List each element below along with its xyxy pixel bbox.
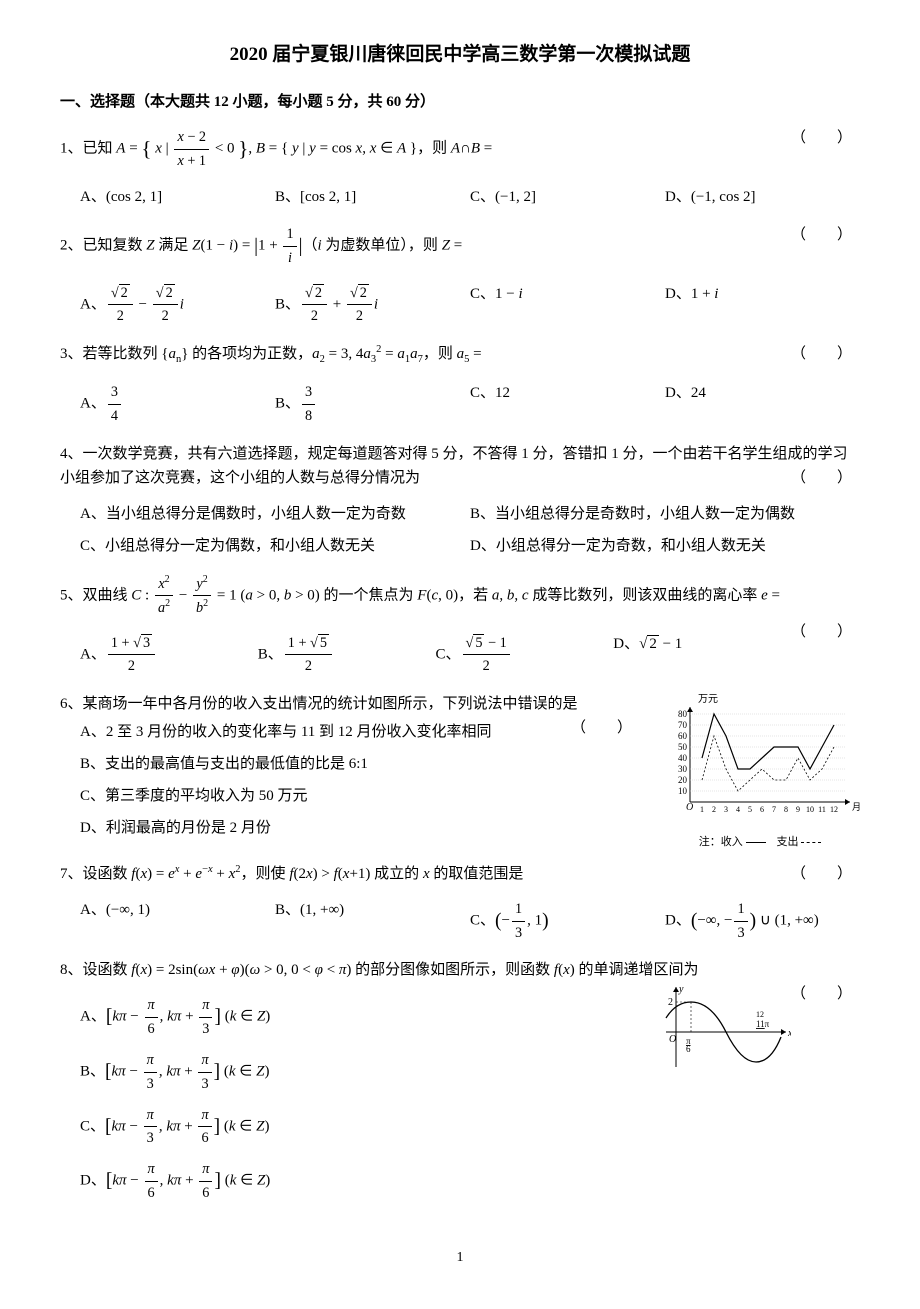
svg-text:70: 70 bbox=[678, 720, 688, 730]
q6-chart: 万元 1020 3040 5060 7080 123 456 789 10 bbox=[660, 692, 860, 852]
question-1: 1、已知 A = { x | x − 2x + 1 < 0 }, B = { y… bbox=[60, 126, 860, 213]
q4-option-b: B、当小组总得分是奇数时，小组人数一定为偶数 bbox=[470, 498, 860, 530]
q4-option-a: A、当小组总得分是偶数时，小组人数一定为奇数 bbox=[80, 498, 470, 530]
q2-option-b: B、√22 + √22i bbox=[275, 278, 470, 333]
section-header: 一、选择题（本大题共 12 小题，每小题 5 分，共 60 分） bbox=[60, 90, 860, 114]
q1-text: 1、已知 A = { x | x − 2x + 1 < 0 }, B = { y… bbox=[60, 126, 860, 173]
q2-option-d: D、1 + i bbox=[665, 278, 860, 333]
svg-text:O: O bbox=[669, 1034, 676, 1045]
question-2: 2、已知复数 Z 满足 Z(1 − i) = |1 + 1i|（i 为虚数单位）… bbox=[60, 223, 860, 332]
q5-option-b: B、1 + √52 bbox=[258, 628, 436, 683]
svg-text:60: 60 bbox=[678, 731, 688, 741]
question-8: 8、设函数 f(x) = 2sin(ωx + φ)(ω > 0, 0 < φ <… bbox=[60, 958, 860, 1216]
q8-text: 8、设函数 f(x) = 2sin(ωx + φ)(ω > 0, 0 < φ <… bbox=[60, 958, 860, 982]
q1-option-a: A、(cos 2, 1] bbox=[80, 181, 275, 213]
page-number: 1 bbox=[60, 1247, 860, 1269]
q1-option-d: D、(−1, cos 2] bbox=[665, 181, 860, 213]
q5-text: 5、双曲线 C : x2a2 − y2b2 = 1 (a > 0, b > 0)… bbox=[60, 572, 860, 620]
q8-chart: x y O 2 π 6 11π 12 bbox=[661, 982, 791, 1080]
svg-text:10: 10 bbox=[806, 805, 814, 814]
svg-text:O: O bbox=[686, 802, 693, 813]
chart-ylabel: 万元 bbox=[698, 694, 718, 705]
page-title: 2020 届宁夏银川唐徕回民中学高三数学第一次模拟试题 bbox=[60, 40, 860, 70]
chart-legend: 注：收入 支出 bbox=[660, 834, 860, 852]
svg-text:11π: 11π bbox=[756, 1019, 770, 1029]
svg-text:6: 6 bbox=[686, 1044, 691, 1054]
q3-option-a: A、34 bbox=[80, 377, 275, 432]
q1-option-c: C、(−1, 2] bbox=[470, 181, 665, 213]
q8-option-b: B、[kπ − π3, kπ + π3] (k ∈ Z) bbox=[80, 1045, 651, 1100]
q1-option-b: B、[cos 2, 1] bbox=[275, 181, 470, 213]
svg-text:80: 80 bbox=[678, 709, 688, 719]
question-6: 万元 1020 3040 5060 7080 123 456 789 10 bbox=[60, 692, 860, 852]
q7-text: 7、设函数 f(x) = ex + e−x + x2，则使 f(2x) > f(… bbox=[60, 862, 860, 886]
q8-option-a: A、[kπ − π6, kπ + π3] (k ∈ Z) bbox=[80, 990, 651, 1045]
q7-option-b: B、(1, +∞) bbox=[275, 894, 470, 949]
svg-text:10: 10 bbox=[678, 786, 688, 796]
q7-option-c: C、(−13, 1) bbox=[470, 894, 665, 949]
svg-text:40: 40 bbox=[678, 753, 688, 763]
svg-text:8: 8 bbox=[784, 805, 788, 814]
svg-text:1: 1 bbox=[700, 805, 704, 814]
svg-text:2: 2 bbox=[712, 805, 716, 814]
svg-text:2: 2 bbox=[668, 997, 673, 1008]
q5-option-d: D、√2 − 1 bbox=[613, 628, 791, 683]
svg-text:y: y bbox=[678, 984, 684, 995]
svg-text:6: 6 bbox=[760, 805, 764, 814]
svg-text:月: 月 bbox=[852, 802, 860, 812]
q5-option-c: C、√5 − 12 bbox=[436, 628, 614, 683]
svg-text:50: 50 bbox=[678, 742, 688, 752]
q4-option-d: D、小组总得分一定为奇数，和小组人数无关 bbox=[470, 530, 860, 562]
svg-text:7: 7 bbox=[772, 805, 776, 814]
svg-text:5: 5 bbox=[748, 805, 752, 814]
svg-text:20: 20 bbox=[678, 775, 688, 785]
q4-option-c: C、小组总得分一定为偶数，和小组人数无关 bbox=[80, 530, 470, 562]
svg-text:12: 12 bbox=[830, 805, 838, 814]
q3-option-b: B、38 bbox=[275, 377, 470, 432]
svg-text:12: 12 bbox=[756, 1010, 764, 1019]
svg-text:11: 11 bbox=[818, 805, 826, 814]
q4-text: 4、一次数学竞赛，共有六道选择题，规定每道题答对得 5 分，不答得 1 分，答错… bbox=[60, 442, 860, 490]
q3-option-d: D、24 bbox=[665, 377, 860, 432]
q3-option-c: C、12 bbox=[470, 377, 665, 432]
q8-option-c: C、[kπ − π3, kπ + π6] (k ∈ Z) bbox=[80, 1100, 651, 1155]
svg-text:3: 3 bbox=[724, 805, 728, 814]
q2-option-a: A、√22 − √22i bbox=[80, 278, 275, 333]
q7-option-d: D、(−∞, −13) ∪ (1, +∞) bbox=[665, 894, 860, 949]
svg-text:9: 9 bbox=[796, 805, 800, 814]
question-7: 7、设函数 f(x) = ex + e−x + x2，则使 f(2x) > f(… bbox=[60, 862, 860, 949]
q2-option-c: C、1 − i bbox=[470, 278, 665, 333]
svg-text:4: 4 bbox=[736, 805, 740, 814]
question-4: 4、一次数学竞赛，共有六道选择题，规定每道题答对得 5 分，不答得 1 分，答错… bbox=[60, 442, 860, 562]
q8-option-d: D、[kπ − π6, kπ + π6] (k ∈ Z) bbox=[80, 1154, 651, 1209]
svg-text:x: x bbox=[787, 1028, 791, 1039]
svg-text:30: 30 bbox=[678, 764, 688, 774]
q5-option-a: A、1 + √32 bbox=[80, 628, 258, 683]
q7-option-a: A、(−∞, 1) bbox=[80, 894, 275, 949]
q2-text: 2、已知复数 Z 满足 Z(1 − i) = |1 + 1i|（i 为虚数单位）… bbox=[60, 223, 860, 270]
q3-text: 3、若等比数列 {an} 的各项均为正数，a2 = 3, 4a32 = a1a7… bbox=[60, 342, 860, 369]
question-3: 3、若等比数列 {an} 的各项均为正数，a2 = 3, 4a32 = a1a7… bbox=[60, 342, 860, 431]
question-5: 5、双曲线 C : x2a2 − y2b2 = 1 (a > 0, b > 0)… bbox=[60, 572, 860, 683]
